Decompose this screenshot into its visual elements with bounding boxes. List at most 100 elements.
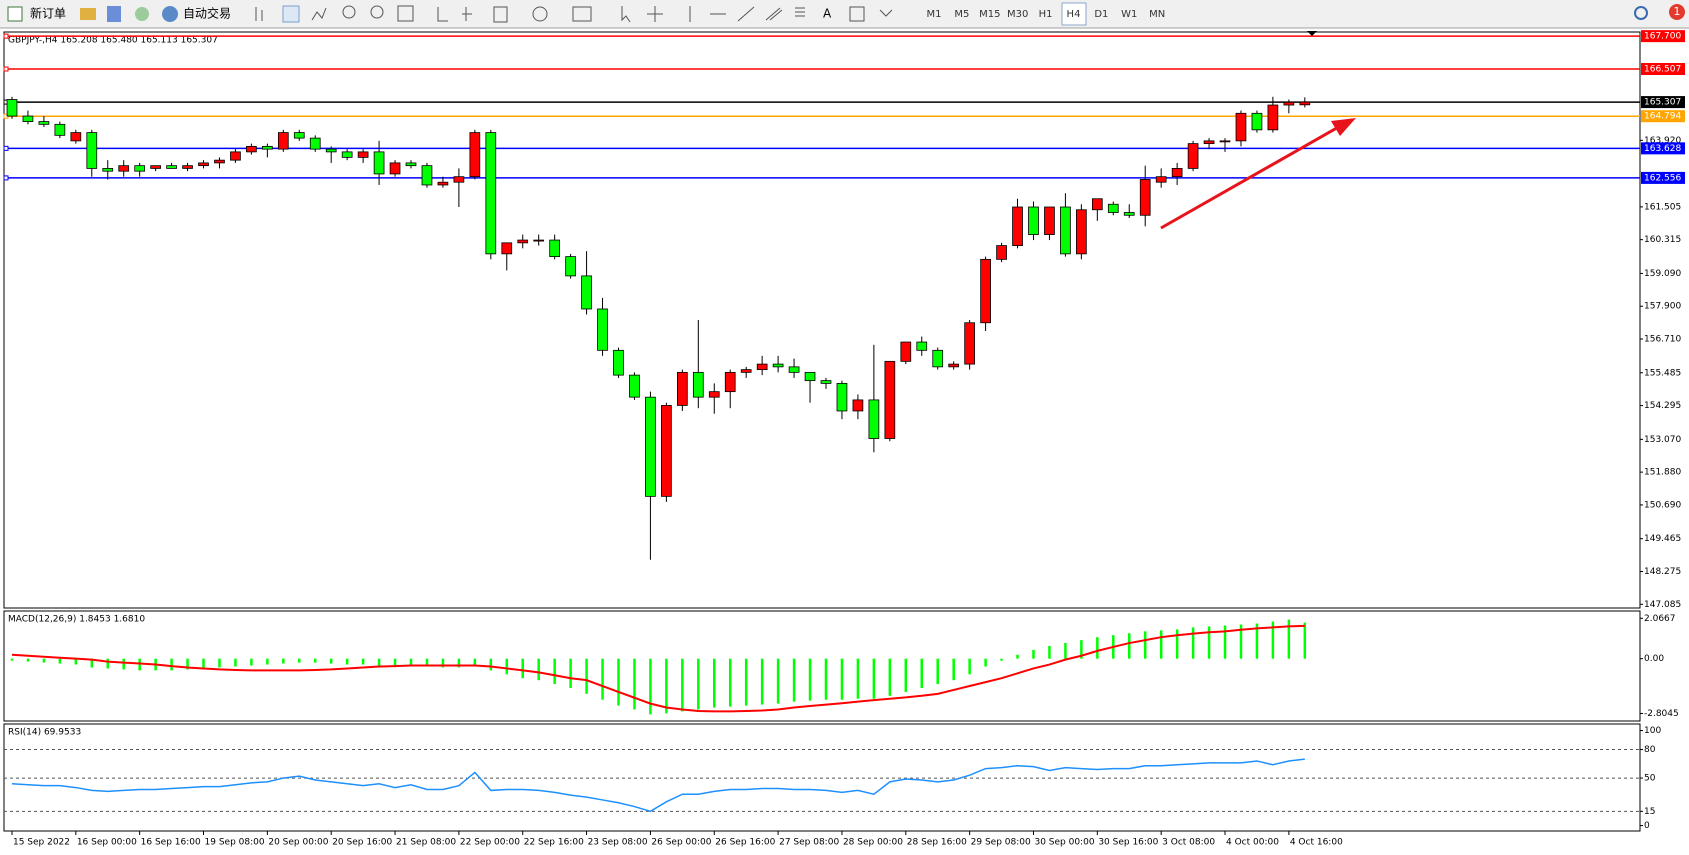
candle-body	[1203, 140, 1215, 145]
channel-icon[interactable]	[765, 7, 783, 21]
cursor-icon[interactable]	[621, 6, 631, 23]
shift-marker	[1307, 31, 1317, 36]
candle-icon[interactable]	[282, 5, 300, 23]
candle-body	[517, 239, 529, 244]
indicator-title: RSI(14) 69.9533	[8, 728, 81, 738]
x-tick-label: 30 Sep 16:00	[1098, 838, 1158, 848]
scroll-icon[interactable]	[437, 7, 448, 22]
line-icon[interactable]	[311, 7, 327, 21]
zoom-in-icon[interactable]	[342, 5, 356, 19]
fibo-icon[interactable]	[795, 7, 805, 17]
x-tick-label: 26 Sep 00:00	[651, 838, 711, 848]
candle-body	[134, 165, 146, 172]
timeframe-button[interactable]: M1	[927, 9, 942, 20]
x-tick-label: 15 Sep 2022	[13, 838, 70, 848]
timeframe-button[interactable]: M30	[1007, 9, 1028, 20]
x-tick-label: 23 Sep 08:00	[588, 838, 648, 848]
candle-body	[262, 145, 273, 150]
icon[interactable]	[80, 8, 96, 20]
timeframe-button[interactable]: D1	[1094, 9, 1108, 20]
candle-body	[916, 341, 928, 351]
zoom-out-icon[interactable]	[370, 5, 384, 19]
candle-body	[788, 366, 800, 373]
y-tick-label: 159.090	[1644, 269, 1681, 279]
indicators-icon[interactable]	[493, 6, 508, 23]
x-tick-label: 20 Sep 00:00	[268, 838, 328, 848]
candle-body	[852, 399, 864, 412]
search-icon[interactable]	[1634, 6, 1648, 20]
y-tick-label: 2.0667	[1644, 614, 1676, 624]
timeframe-button[interactable]: M15	[979, 9, 1000, 20]
candle-body	[1060, 206, 1071, 255]
price-line-end	[3, 175, 9, 181]
x-tick-label: 29 Sep 08:00	[971, 838, 1031, 848]
candle-body	[613, 349, 624, 376]
label-icon[interactable]	[849, 6, 865, 22]
candle-body	[325, 148, 337, 153]
auto-trading-button[interactable]: 自动交易	[183, 6, 231, 21]
notification-badge[interactable]	[1669, 4, 1685, 20]
timeframe-button[interactable]: H1	[1039, 9, 1053, 20]
new-order-icon[interactable]	[7, 6, 23, 22]
candle-body	[373, 151, 385, 175]
arrows-icon[interactable]	[879, 9, 893, 17]
candle-body	[884, 360, 896, 439]
text-tool[interactable]: A	[823, 7, 832, 21]
y-tick-label: 100	[1644, 726, 1661, 736]
indicator-title: GBPJPY-,H4 165.208 165.480 165.113 165.3…	[8, 36, 218, 46]
x-tick-label: 26 Sep 16:00	[715, 838, 775, 848]
auto-trading-icon[interactable]	[162, 6, 178, 22]
candle-body	[437, 181, 449, 186]
timeframe-button[interactable]: H4	[1067, 9, 1081, 20]
candle-body	[996, 245, 1007, 260]
candle-body	[597, 308, 608, 351]
templates-icon[interactable]	[572, 6, 592, 22]
candle-body	[756, 363, 768, 371]
candle-body	[692, 371, 704, 398]
icon[interactable]	[135, 7, 149, 21]
icon[interactable]	[107, 6, 121, 22]
x-tick-label: 28 Sep 16:00	[907, 838, 967, 848]
bar-chart-icon[interactable]	[255, 7, 263, 21]
candle-body	[501, 242, 513, 255]
candle-body	[166, 165, 177, 169]
candle-body	[581, 275, 592, 310]
candle-body	[277, 132, 289, 150]
y-tick-label: 156.710	[1644, 335, 1681, 345]
periods-icon[interactable]	[532, 6, 548, 22]
x-tick-label: 27 Sep 08:00	[779, 838, 839, 848]
y-tick-label: 153.070	[1644, 435, 1681, 445]
macd-pane	[3, 610, 1641, 722]
y-tick-label: 163.920	[1644, 136, 1681, 146]
candle-body	[1155, 176, 1167, 183]
y-tick-label: 0.00	[1644, 654, 1664, 664]
indicator-title: MACD(12,26,9) 1.8453 1.6810	[8, 615, 145, 625]
autoscroll-icon[interactable]	[462, 7, 472, 21]
price-label-bg	[1641, 96, 1685, 109]
candle-body	[1076, 209, 1087, 255]
candle-body	[708, 391, 720, 398]
candle-body	[198, 162, 209, 167]
price-line-end	[3, 145, 9, 151]
candle-body	[1251, 112, 1263, 131]
x-tick-label: 20 Sep 16:00	[332, 838, 392, 848]
signal-line	[11, 624, 1305, 713]
candle-body	[868, 399, 880, 439]
new-order-button[interactable]: 新订单	[30, 6, 66, 21]
timeframe-button[interactable]: M5	[954, 9, 969, 20]
candle-body	[38, 121, 50, 125]
y-tick-label: 148.275	[1644, 567, 1681, 577]
candle-body	[1107, 203, 1119, 213]
crosshair-icon[interactable]	[647, 6, 663, 22]
y-tick-label: 161.505	[1644, 202, 1681, 212]
candle-body	[485, 132, 497, 255]
timeframe-button[interactable]: MN	[1149, 9, 1165, 20]
timeframe-button[interactable]: W1	[1121, 9, 1137, 20]
tile-icon[interactable]	[397, 5, 414, 22]
candle-body	[1299, 101, 1311, 106]
candle-body	[724, 371, 736, 393]
candle-body	[357, 151, 369, 158]
candle-body	[1012, 206, 1023, 246]
candle-body	[150, 165, 161, 169]
trendline-icon[interactable]	[737, 6, 755, 22]
